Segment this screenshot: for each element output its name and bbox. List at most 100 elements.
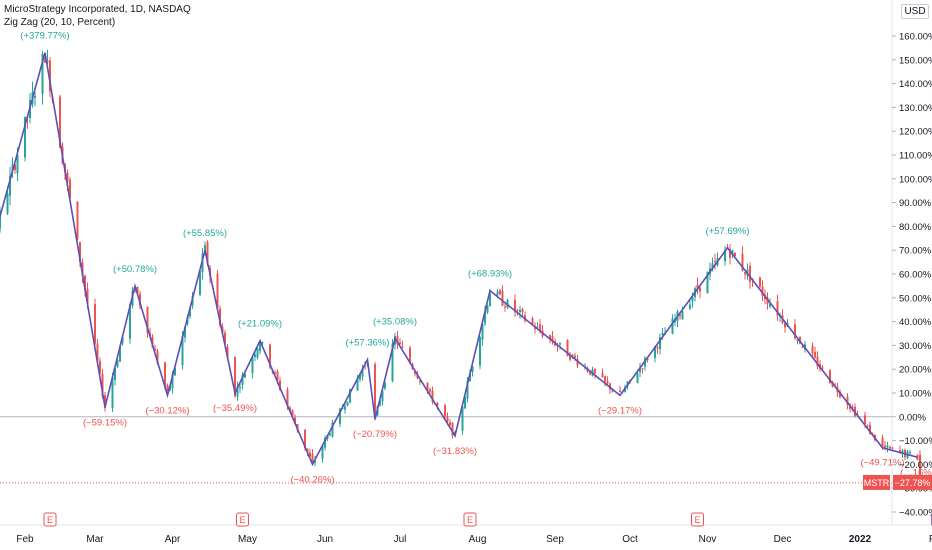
candle-body	[279, 380, 281, 390]
candle-body	[189, 307, 191, 317]
candle-body	[759, 277, 761, 287]
earnings-markers: EEEEE	[43, 512, 932, 527]
candle-body	[9, 175, 11, 196]
candle-body	[851, 406, 854, 409]
candle-body	[391, 343, 394, 382]
candle-body	[899, 450, 901, 452]
earnings-marker-box	[463, 512, 477, 527]
zigzag-low-label: (−30.12%)	[145, 405, 189, 416]
earnings-marker[interactable]: E	[43, 512, 57, 527]
y-tick-label: −40.00%	[899, 508, 932, 519]
candle-body	[199, 271, 201, 295]
candle-body	[451, 422, 454, 436]
candle-body	[689, 304, 691, 309]
zigzag-high-label: (+379.77%)	[20, 31, 69, 42]
y-tick-label: 20.00%	[899, 365, 932, 376]
candle-body	[884, 445, 886, 448]
candle-body	[41, 53, 44, 95]
candle-body	[94, 304, 96, 344]
candle-body	[801, 345, 804, 348]
earnings-marker-label: E	[47, 515, 53, 525]
candle-body	[201, 254, 204, 273]
candle-body	[129, 304, 131, 339]
y-tick-label: 140.00%	[899, 79, 932, 90]
candle-body	[881, 437, 884, 447]
candle-body	[86, 288, 89, 304]
candle-body	[306, 448, 309, 453]
currency-button[interactable]: USD	[901, 4, 929, 19]
candle-body	[101, 373, 104, 396]
candle-body	[399, 342, 401, 344]
candle-body	[691, 297, 694, 302]
earnings-marker[interactable]: E	[463, 512, 477, 527]
earnings-marker-box	[691, 512, 704, 527]
candle-body	[384, 383, 386, 389]
candle-body	[254, 354, 256, 358]
candle-body	[639, 368, 641, 373]
candle-body	[396, 335, 399, 345]
candle-body	[829, 370, 831, 384]
candle-body	[839, 391, 841, 397]
candle-body	[699, 287, 701, 292]
earnings-marker[interactable]: E	[236, 512, 249, 527]
candle-body	[481, 323, 484, 340]
candle-body	[466, 381, 469, 399]
candle-body	[556, 345, 559, 347]
candle-body	[531, 318, 534, 325]
candle-body	[364, 366, 366, 368]
candle-body	[471, 366, 474, 373]
y-tick-label: 100.00%	[899, 174, 932, 185]
candle-body	[629, 379, 631, 381]
candle-body	[219, 308, 221, 326]
candle-body	[134, 288, 136, 290]
candle-body	[59, 96, 61, 148]
y-tick-label: 50.00%	[899, 293, 932, 304]
y-tick-label: 70.00%	[899, 246, 932, 257]
earnings-marker-box	[236, 512, 249, 527]
candle-body	[566, 340, 569, 357]
candle-body	[446, 416, 449, 422]
y-tick-label: 40.00%	[899, 317, 932, 328]
candle-body	[659, 337, 661, 349]
zigzag-labels: (+379.77%) (−59.15%) (+50.78%) (−30.12%) (+5…	[20, 31, 932, 486]
zigzag-low-label: (−49.71%)	[860, 458, 904, 469]
candle-body	[276, 371, 279, 381]
price-tag-box	[893, 474, 932, 490]
candle-body	[346, 401, 349, 406]
candle-body	[111, 377, 114, 409]
candle-body	[81, 262, 84, 276]
candle-body	[521, 308, 524, 313]
candle-body	[416, 374, 419, 379]
candle-body	[294, 417, 296, 424]
zigzag-low-label: (−20.79%)	[353, 429, 397, 440]
y-tick-label: 60.00%	[899, 270, 932, 281]
earnings-marker[interactable]: E	[691, 512, 704, 527]
candle-body	[244, 373, 246, 378]
candle-body	[604, 376, 606, 382]
indicator-label: Zig Zag (20, 10, Percent)	[4, 17, 116, 28]
zigzag-high-label: (+21.09%)	[238, 319, 282, 330]
candle-body	[501, 290, 504, 306]
y-tick-label: 80.00%	[899, 222, 932, 233]
candle-body	[821, 367, 824, 369]
candle-body	[329, 434, 331, 436]
zigzag-low-label: (−40.26%)	[290, 474, 334, 485]
chart-title: MicroStrategy Incorporated, 1D, NASDAQ	[4, 4, 191, 15]
candle-body	[611, 390, 614, 392]
y-tick-label: 90.00%	[899, 198, 932, 209]
candle-body	[6, 193, 9, 214]
candle-body	[269, 344, 271, 368]
candle-body	[731, 250, 734, 255]
candle-body	[919, 454, 921, 483]
candle-body	[606, 380, 609, 384]
candle-body	[811, 345, 814, 354]
candle-body	[426, 382, 429, 392]
candle-body	[514, 299, 516, 312]
candle-body	[516, 309, 519, 311]
candles	[0, 49, 921, 486]
candle-body	[151, 336, 154, 348]
x-tick-label: Oct	[622, 534, 638, 545]
candle-body	[761, 286, 764, 296]
zigzag-line	[0, 52, 918, 467]
